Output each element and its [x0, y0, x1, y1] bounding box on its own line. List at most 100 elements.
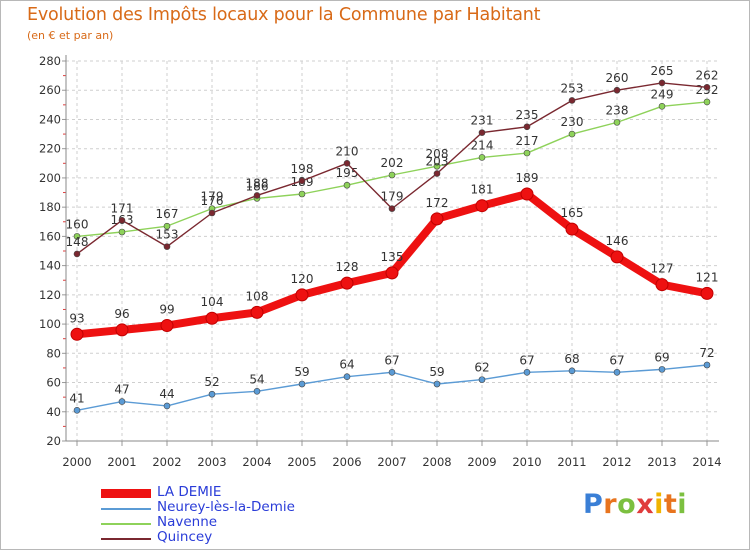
x-tick-label: 2014 [692, 455, 721, 469]
data-point [703, 98, 711, 106]
logo-letter: t [663, 489, 678, 520]
data-point [115, 323, 129, 337]
data-point [163, 222, 171, 230]
legend-label: Neurey-lès-la-Demie [157, 499, 295, 515]
x-tick-label: 2004 [242, 455, 271, 469]
data-label: 121 [696, 270, 719, 284]
data-point [475, 199, 489, 213]
data-label: 210 [336, 144, 359, 158]
legend-label: Quincey [157, 529, 213, 545]
data-label: 181 [471, 183, 494, 197]
data-point [163, 402, 171, 410]
data-label: 186 [246, 179, 269, 193]
series-neurey-les-la-demie: 41 47 44 52 54 59 64 67 59 62 67 68 67 69 72 [69, 346, 715, 414]
legend-swatch [101, 538, 151, 540]
x-tick-labels: 2000 2001 2002 2003 2004 2005 2006 2007 2008 2009… [62, 455, 721, 469]
x-tick-label: 2006 [332, 455, 361, 469]
data-label: 188 [246, 176, 269, 190]
logo-letter: i [677, 489, 688, 520]
y-tick-label: 220 [39, 142, 61, 156]
data-point [565, 222, 579, 236]
x-tick-label: 2010 [512, 455, 541, 469]
y-tick-labels: 20 40 60 80 100 120 140 160 180 200 220 240 260 280 [39, 54, 61, 448]
data-label: 160 [66, 217, 89, 231]
y-tick-label: 180 [39, 200, 61, 214]
data-point [658, 103, 666, 110]
data-label: 59 [429, 365, 444, 379]
data-label: 172 [426, 196, 449, 210]
data-label: 99 [159, 303, 174, 317]
x-tick-label: 2012 [602, 455, 631, 469]
data-point [118, 228, 126, 236]
data-point [208, 390, 216, 398]
data-point [523, 149, 531, 157]
series-quincey: 148 171 153 176 188 198 210 179 203 231 235 253 260 2… [66, 64, 719, 258]
data-label: 135 [381, 250, 404, 264]
data-point [523, 369, 531, 376]
data-label: 72 [699, 346, 714, 360]
data-point [658, 366, 666, 373]
data-point [340, 276, 354, 290]
data-point [73, 250, 81, 258]
x-tick-label: 2000 [62, 455, 91, 469]
data-point [118, 398, 126, 405]
logo-letter: x [636, 489, 655, 520]
data-point [568, 130, 576, 138]
data-point [343, 181, 351, 189]
data-point [610, 250, 624, 264]
data-point [478, 129, 486, 136]
data-label: 214 [471, 138, 494, 152]
data-point [205, 311, 219, 325]
data-label: 146 [606, 234, 629, 248]
data-point [478, 376, 486, 383]
data-point [253, 192, 261, 199]
x-tick-label: 2011 [557, 455, 586, 469]
data-point [478, 154, 486, 161]
data-label: 120 [291, 272, 314, 286]
data-label: 67 [519, 353, 534, 367]
data-point [160, 319, 174, 333]
y-tick-label: 100 [39, 317, 61, 331]
data-label: 198 [291, 162, 314, 176]
x-tick-label: 2007 [377, 455, 406, 469]
y-tick-label: 140 [39, 259, 61, 273]
y-tick-label: 260 [39, 83, 61, 97]
data-label: 262 [696, 68, 719, 82]
data-point [295, 288, 309, 302]
data-label: 179 [381, 190, 404, 204]
data-point [253, 388, 261, 395]
data-label: 54 [249, 372, 264, 386]
chart-title: Evolution des Impôts locaux pour la Comm… [27, 5, 541, 25]
data-point [433, 170, 441, 177]
logo-letter: r [603, 489, 618, 520]
logo-letter: i [654, 489, 664, 520]
data-label: 93 [69, 311, 84, 325]
data-label: 59 [294, 365, 309, 379]
data-label: 64 [339, 358, 354, 372]
data-label: 104 [201, 295, 224, 309]
data-point [520, 187, 534, 201]
y-tick-label: 240 [39, 112, 61, 126]
x-tick-label: 2008 [422, 455, 451, 469]
data-label: 202 [381, 156, 404, 170]
series-navenne: 1601631671791861891952022082142172302382… [66, 83, 718, 240]
data-label: 44 [159, 387, 174, 401]
data-label: 96 [114, 307, 129, 321]
y-tick-label: 160 [39, 229, 61, 243]
series-la-demie: 93 96 99 104 108 120 128 135 172 181 189 165 146 127 1… [69, 171, 719, 341]
data-label: 128 [336, 260, 359, 274]
data-point [388, 171, 396, 179]
data-point [298, 380, 306, 388]
data-point [250, 305, 264, 319]
logo-letter: P [583, 489, 604, 520]
proxiti-logo: Proxiti [583, 489, 687, 520]
data-point [703, 84, 711, 91]
data-label: 249 [651, 87, 674, 101]
x-tick-label: 2009 [467, 455, 496, 469]
data-label: 62 [474, 361, 489, 375]
x-tick-label: 2005 [287, 455, 316, 469]
legend-swatch [101, 489, 151, 498]
data-point [73, 233, 81, 240]
x-tick-label: 2013 [647, 455, 676, 469]
